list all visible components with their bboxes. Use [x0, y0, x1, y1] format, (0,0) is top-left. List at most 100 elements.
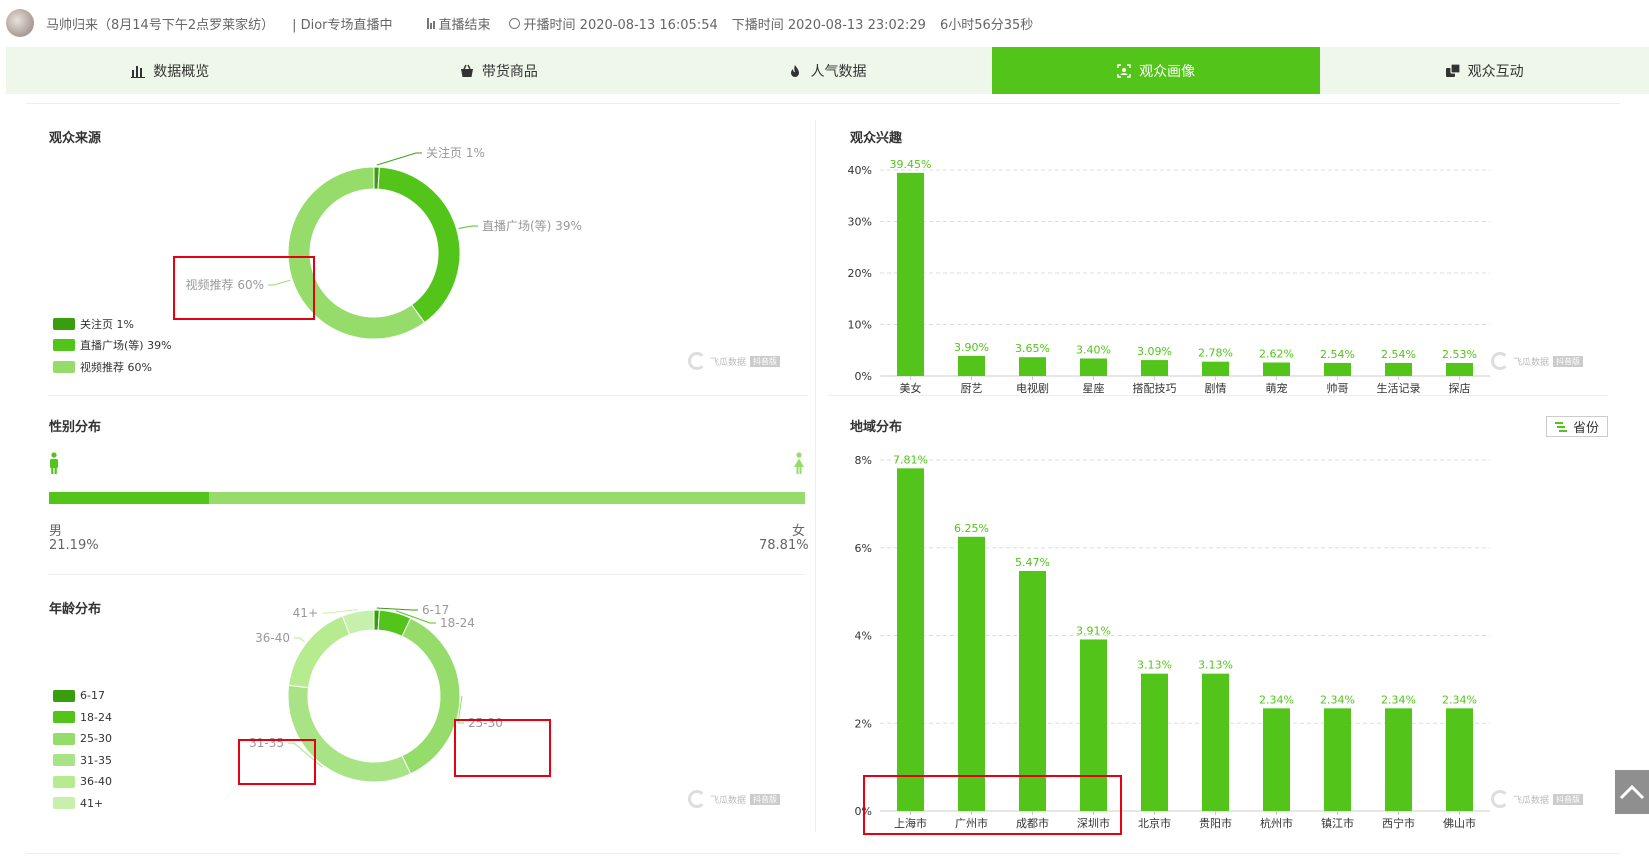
clock-icon	[508, 17, 520, 29]
tab-interaction[interactable]: 观众互动	[1320, 47, 1649, 94]
region-bar-chart: 0%2%4%6%8% 7.81%上海市6.25%广州市5.47%成都市3.91%深…	[855, 453, 1490, 830]
x-tick-label: 搭配技巧	[1133, 382, 1177, 395]
tab-bar: 数据概览 带货商品 人气数据 观众画像 观众互动	[6, 47, 1649, 94]
legend-item[interactable]: 36-40	[53, 771, 112, 793]
data-label: 3.40%	[1076, 343, 1111, 356]
data-label: 2.34%	[1320, 693, 1355, 706]
y-tick-label: 4%	[855, 630, 872, 643]
bar	[1446, 362, 1473, 376]
watermark-badge: 抖音版	[750, 355, 781, 367]
watermark: 飞瓜数据 抖音版	[1491, 352, 1584, 370]
bar	[897, 172, 924, 376]
bar	[1263, 708, 1290, 811]
data-label: 2.54%	[1320, 348, 1355, 361]
data-label: 2.34%	[1442, 693, 1477, 706]
legend-item[interactable]: 31-35	[53, 750, 112, 772]
province-toggle-button[interactable]: 省份	[1546, 416, 1608, 437]
live-topic: | Dior专场直播中	[292, 17, 393, 33]
data-label: 3.65%	[1015, 342, 1050, 355]
slice-label: 41+	[293, 606, 318, 620]
bar	[1202, 361, 1229, 376]
tab-label: 观众互动	[1467, 63, 1524, 80]
data-label: 3.13%	[1198, 659, 1233, 672]
y-tick-label: 6%	[855, 542, 872, 555]
legend-swatch	[53, 317, 75, 330]
legend-item[interactable]: 6-17	[53, 685, 112, 707]
legend-label: 6-17	[80, 689, 105, 703]
legend-item[interactable]: 视频推荐 60%	[53, 356, 172, 378]
legend-item[interactable]: 25-30	[53, 728, 112, 750]
section-title-gender: 性别分布	[49, 420, 102, 435]
legend-swatch	[53, 360, 75, 373]
live-header: 马帅归来（8月14号下午2点罗莱家纺） | Dior专场直播中 直播结束 开播时…	[0, 0, 1649, 46]
streamer-name: 马帅归来（8月14号下午2点罗莱家纺）	[46, 17, 275, 33]
x-tick-label: 上海市	[894, 816, 927, 830]
donut-slice	[288, 615, 351, 689]
bar	[1019, 571, 1046, 811]
end-time: 下播时间 2020-08-13 23:02:29	[731, 17, 926, 33]
portrait-icon	[1117, 63, 1131, 78]
slice-leader-line	[395, 610, 436, 624]
slice-leader-line	[376, 152, 422, 166]
basket-icon	[460, 64, 473, 77]
tab-data-overview[interactable]: 数据概览	[6, 47, 335, 94]
tab-label: 数据概览	[153, 63, 210, 80]
x-tick-label: 贵阳市	[1199, 816, 1232, 830]
legend-item[interactable]: 直播广场(等) 39%	[53, 335, 172, 357]
data-label: 5.47%	[1015, 556, 1050, 569]
avatar[interactable]	[6, 9, 34, 37]
source-donut-chart: 关注页 1% 直播广场(等) 39% 视频推荐 60%	[186, 145, 582, 340]
data-label: 3.91%	[1076, 624, 1111, 637]
male-label: 男	[49, 524, 63, 539]
interest-bar-chart: 0% 10% 20% 30% 40% 39.45% 美女 3.90% 厨艺 3.65% 电视剧 3.4…	[848, 158, 1490, 395]
y-tick-label: 40%	[848, 164, 872, 177]
watermark: 飞瓜数据 抖音版	[688, 352, 781, 370]
section-title-age: 年龄分布	[49, 602, 102, 617]
male-icon	[50, 452, 58, 474]
watermark: 飞瓜数据 抖音版	[688, 790, 781, 808]
row-divider	[48, 395, 808, 396]
bar	[897, 468, 924, 811]
tab-popularity[interactable]: 人气数据	[663, 47, 992, 94]
x-tick-label: 杭州市	[1260, 816, 1293, 830]
watermark-logo-icon	[1491, 352, 1509, 370]
slice-label: 36-40	[255, 631, 290, 645]
x-tick-label: 西宁市	[1382, 816, 1415, 830]
slice-label: 6-17	[422, 603, 449, 617]
x-tick-label: 电视剧	[1016, 381, 1049, 395]
x-tick-label: 星座	[1083, 381, 1105, 395]
chevron-up-icon	[1619, 784, 1645, 800]
legend-item[interactable]: 41+	[53, 793, 112, 815]
tab-goods[interactable]: 带货商品	[335, 47, 664, 94]
slice-leader-line	[458, 225, 478, 229]
data-label: 2.54%	[1381, 348, 1416, 361]
column-divider	[815, 120, 816, 832]
highlight-box	[454, 719, 551, 777]
x-tick-label: 厨艺	[961, 382, 983, 395]
bar	[1141, 673, 1168, 811]
back-to-top-button[interactable]	[1615, 770, 1649, 814]
male-percent: 21.19%	[49, 538, 99, 553]
slice-leader-line	[294, 637, 305, 643]
bar	[1324, 708, 1351, 811]
x-tick-label: 剧情	[1205, 382, 1227, 395]
sort-icon	[1554, 421, 1567, 432]
tab-audience-portrait[interactable]: 观众画像	[991, 47, 1321, 94]
y-tick-label: 0%	[855, 370, 872, 383]
legend-item[interactable]: 18-24	[53, 707, 112, 729]
y-tick-label: 2%	[855, 717, 872, 730]
legend-item[interactable]: 关注页 1%	[53, 313, 172, 335]
legend-label: 18-24	[80, 710, 112, 724]
x-tick-label: 美女	[900, 381, 922, 395]
gender-ratio-bar	[49, 492, 805, 504]
watermark-logo-icon	[1491, 790, 1509, 808]
bar	[958, 536, 985, 811]
slice-leader-line	[322, 609, 358, 614]
x-tick-label: 佛山市	[1443, 816, 1476, 830]
start-time: 开播时间 2020-08-13 16:05:54	[523, 17, 718, 33]
highlight-box	[863, 775, 1122, 835]
data-label: 2.34%	[1259, 693, 1294, 706]
bar	[1080, 358, 1107, 376]
bar	[958, 355, 985, 376]
female-label: 女	[792, 524, 806, 539]
